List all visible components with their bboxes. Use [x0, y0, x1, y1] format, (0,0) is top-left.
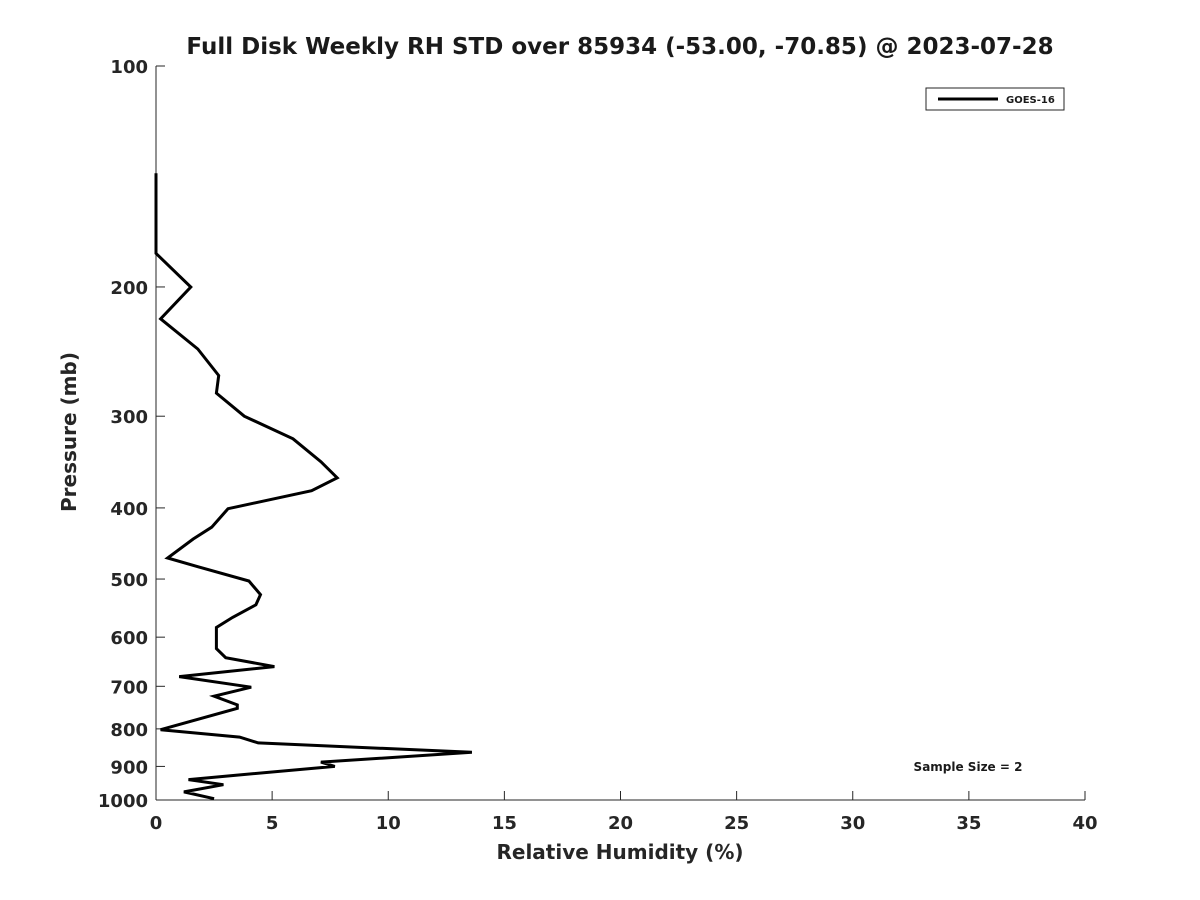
x-tick-label: 40 [1072, 813, 1097, 834]
legend: GOES-16 [925, 87, 1065, 111]
x-axis-label: Relative Humidity (%) [496, 840, 743, 864]
y-tick-label: 400 [110, 499, 148, 520]
y-tick-label: 700 [110, 677, 148, 698]
y-tick-label: 900 [110, 757, 148, 778]
x-tick-label: 20 [608, 813, 633, 834]
y-tick-label: 300 [110, 407, 148, 428]
y-axis-label: Pressure (mb) [57, 352, 81, 512]
series-line-goes-16 [154, 173, 472, 801]
y-tick-label: 100 [110, 57, 148, 78]
chart-title: Full Disk Weekly RH STD over 85934 (-53.… [186, 34, 1053, 60]
x-tick-label: 30 [840, 813, 865, 834]
x-tick-label: 5 [266, 813, 279, 834]
y-tick-label: 200 [110, 278, 148, 299]
y-tick-label: 1000 [98, 791, 148, 812]
legend-entry-goes-16: GOES-16 [1006, 95, 1055, 106]
y-tick-label: 600 [110, 628, 148, 649]
y-tick-label: 800 [110, 720, 148, 741]
y-tick-label: 500 [110, 570, 148, 591]
x-tick-label: 0 [150, 813, 163, 834]
x-tick-label: 35 [956, 813, 981, 834]
x-tick-label: 10 [376, 813, 401, 834]
x-tick-label: 25 [724, 813, 749, 834]
sample-size-annotation: Sample Size = 2 [914, 760, 1023, 774]
axes: 0 5 10 15 20 25 30 35 40 100 200 300 400 500 600 700 800… [98, 57, 1098, 834]
x-tick-label: 15 [492, 813, 517, 834]
series-layer [154, 173, 472, 801]
